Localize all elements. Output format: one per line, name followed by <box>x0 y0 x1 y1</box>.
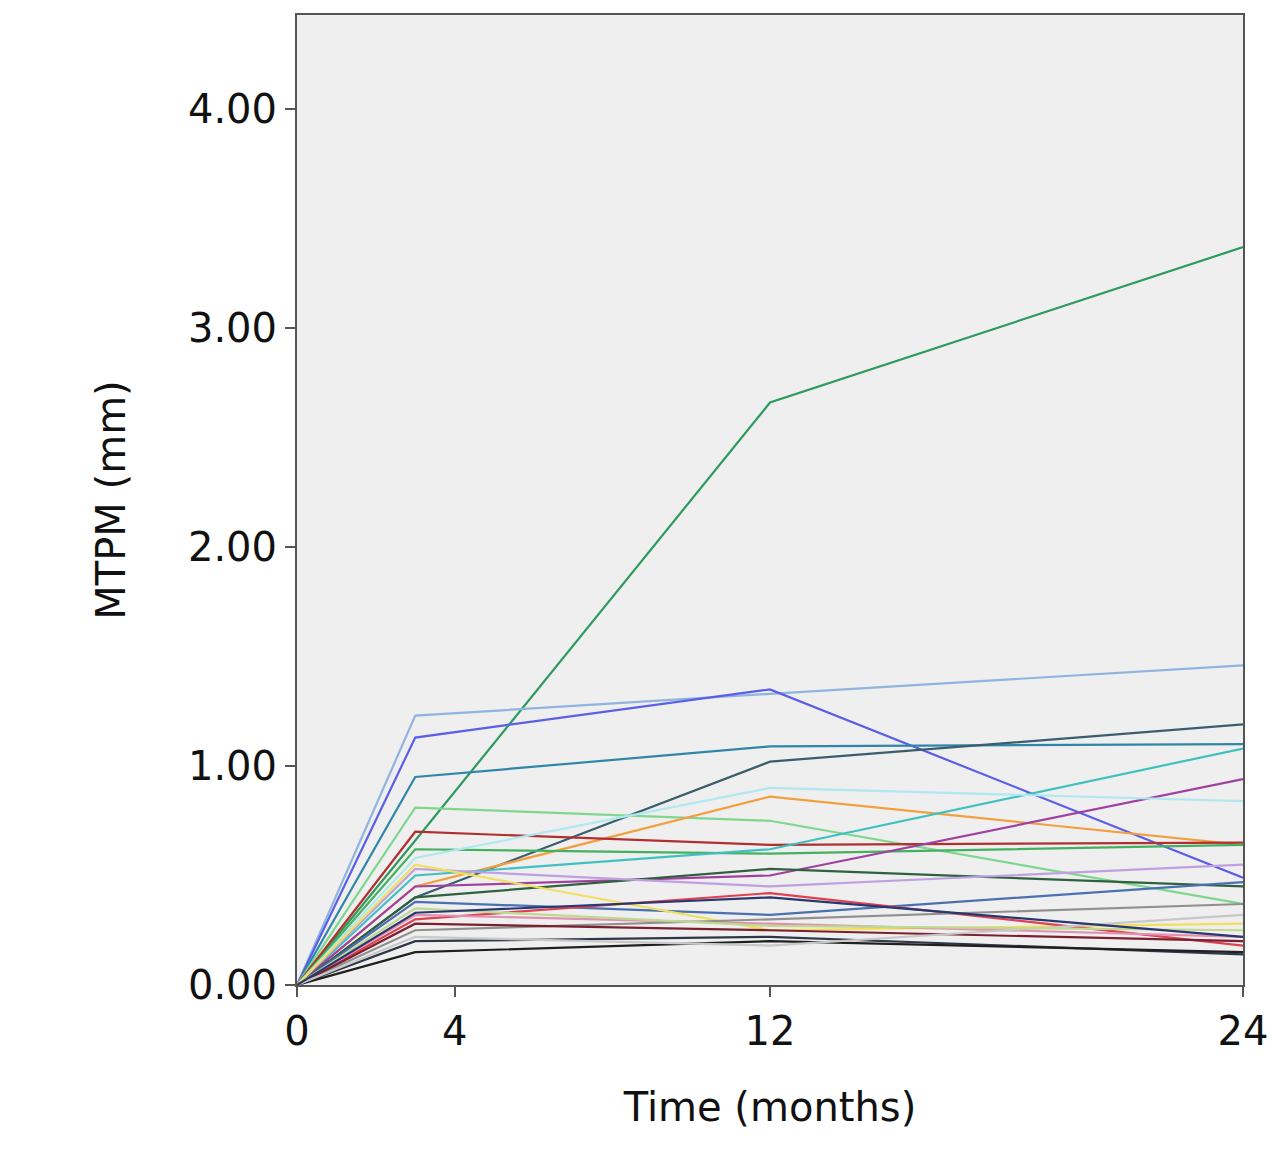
svg-text:4: 4 <box>442 1008 467 1054</box>
svg-text:12: 12 <box>745 1008 796 1054</box>
svg-text:MTPM (mm): MTPM (mm) <box>88 380 134 619</box>
svg-text:2.00: 2.00 <box>188 524 277 570</box>
svg-text:1.00: 1.00 <box>188 743 277 789</box>
svg-text:24: 24 <box>1218 1008 1269 1054</box>
svg-text:3.00: 3.00 <box>188 305 277 351</box>
svg-text:Time (months): Time (months) <box>623 1084 916 1130</box>
svg-text:0: 0 <box>284 1008 309 1054</box>
svg-text:4.00: 4.00 <box>188 86 277 132</box>
svg-text:0.00: 0.00 <box>188 962 277 1008</box>
